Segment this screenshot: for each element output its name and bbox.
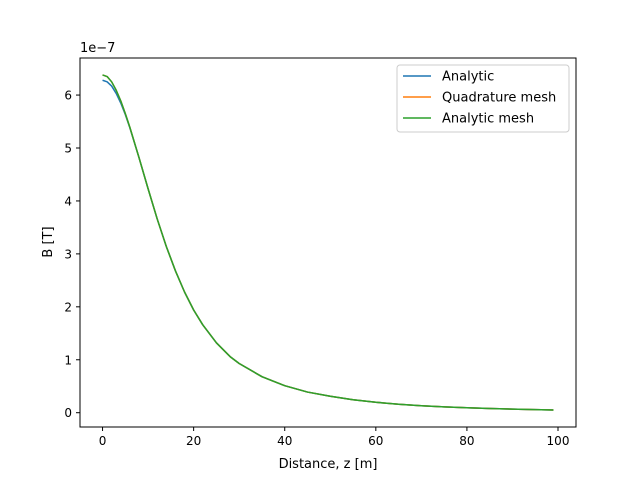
x-axis: 0 20 40 60 80 100 xyxy=(99,427,570,448)
y-axis-label: B [T] xyxy=(41,226,56,257)
y-axis: 0 1 2 3 4 5 6 xyxy=(64,89,80,420)
legend-label-1: Quadrature mesh xyxy=(442,91,556,106)
y-offset-label: 1e−7 xyxy=(80,41,115,56)
plot-frame xyxy=(79,57,577,428)
x-tick-label: 60 xyxy=(368,434,383,448)
y-tick-label: 2 xyxy=(64,300,72,314)
x-tick-label: 20 xyxy=(186,434,201,448)
x-tick-label: 80 xyxy=(459,434,474,448)
x-tick-label: 40 xyxy=(277,434,292,448)
y-tick-label: 5 xyxy=(64,142,72,156)
y-tick-label: 4 xyxy=(64,194,72,208)
y-tick-label: 3 xyxy=(64,247,72,261)
series-layer xyxy=(102,74,554,411)
x-tick-label: 0 xyxy=(99,434,107,448)
series-line-2 xyxy=(102,74,554,411)
y-tick-label: 6 xyxy=(64,89,72,103)
legend-box xyxy=(396,64,570,133)
x-tick-label: 100 xyxy=(547,434,570,448)
y-tick-label: 0 xyxy=(64,406,72,420)
legend: Analytic Quadrature mesh Analytic mesh xyxy=(396,64,570,133)
legend-items: Analytic Quadrature mesh Analytic mesh xyxy=(403,70,556,127)
y-tick-label: 1 xyxy=(64,353,72,367)
x-axis-label: Distance, z [m] xyxy=(279,457,378,472)
legend-label-0: Analytic xyxy=(442,70,494,85)
legend-label-2: Analytic mesh xyxy=(442,112,534,127)
